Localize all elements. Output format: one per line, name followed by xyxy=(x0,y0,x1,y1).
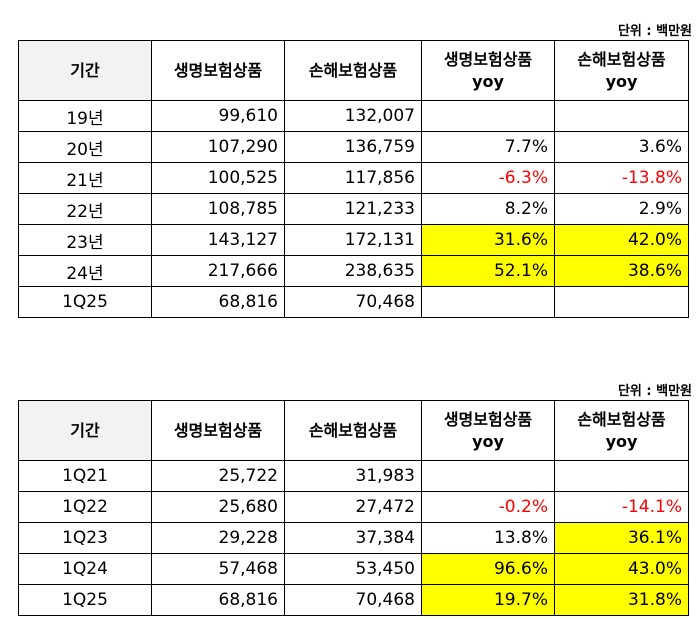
life-cell: 99,610 xyxy=(151,100,285,132)
header-life: 생명보험상품 xyxy=(151,400,285,461)
table-row: 1Q25 68,816 70,468 xyxy=(18,286,689,318)
header-nonlife-yoy: 손해보험상품 yoy xyxy=(554,40,689,101)
life-yoy-cell: 52.1% xyxy=(421,255,555,287)
nonlife-cell: 53,450 xyxy=(284,553,422,585)
period-cell: 1Q22 xyxy=(18,491,152,523)
life-yoy-cell xyxy=(421,100,555,132)
life-cell: 68,816 xyxy=(151,286,285,318)
period-cell: 1Q24 xyxy=(18,553,152,585)
life-cell: 108,785 xyxy=(151,193,285,225)
header-life-yoy: 생명보험상품 yoy xyxy=(421,40,555,101)
header-life: 생명보험상품 xyxy=(151,40,285,101)
nonlife-cell: 238,635 xyxy=(284,255,422,287)
life-cell: 217,666 xyxy=(151,255,285,287)
nonlife-yoy-cell: -13.8% xyxy=(554,162,689,194)
nonlife-yoy-cell: 42.0% xyxy=(554,224,689,256)
life-yoy-cell: 31.6% xyxy=(421,224,555,256)
table-row: 20년 107,290 136,759 7.7% 3.6% xyxy=(18,131,689,163)
unit-label-2: 단위 : 백만원 xyxy=(617,384,692,399)
nonlife-cell: 172,131 xyxy=(284,224,422,256)
header-nonlife-yoy: 손해보험상품 yoy xyxy=(554,400,689,461)
period-cell: 1Q25 xyxy=(18,286,152,318)
nonlife-yoy-cell xyxy=(554,100,689,132)
header-period: 기간 xyxy=(18,400,152,461)
life-cell: 107,290 xyxy=(151,131,285,163)
table-row: 22년 108,785 121,233 8.2% 2.9% xyxy=(18,193,689,225)
life-yoy-cell: 13.8% xyxy=(421,522,555,554)
life-yoy-cell: -6.3% xyxy=(421,162,555,194)
nonlife-yoy-cell: 43.0% xyxy=(554,553,689,585)
nonlife-yoy-cell xyxy=(554,460,689,492)
nonlife-cell: 121,233 xyxy=(284,193,422,225)
nonlife-cell: 70,468 xyxy=(284,584,422,616)
nonlife-yoy-cell: 31.8% xyxy=(554,584,689,616)
table-row: 24년 217,666 238,635 52.1% 38.6% xyxy=(18,255,689,287)
table-row: 1Q23 29,228 37,384 13.8% 36.1% xyxy=(18,522,689,554)
period-cell: 22년 xyxy=(18,193,152,225)
header-period: 기간 xyxy=(18,40,152,101)
nonlife-yoy-cell xyxy=(554,286,689,318)
nonlife-cell: 117,856 xyxy=(284,162,422,194)
nonlife-cell: 132,007 xyxy=(284,100,422,132)
life-yoy-cell xyxy=(421,286,555,318)
nonlife-yoy-cell: 3.6% xyxy=(554,131,689,163)
nonlife-cell: 27,472 xyxy=(284,491,422,523)
table-row: 1Q24 57,468 53,450 96.6% 43.0% xyxy=(18,553,689,585)
header-life-yoy: 생명보험상품 yoy xyxy=(421,400,555,461)
life-cell: 68,816 xyxy=(151,584,285,616)
unit-label-1: 단위 : 백만원 xyxy=(617,24,692,39)
life-cell: 25,722 xyxy=(151,460,285,492)
period-cell: 19년 xyxy=(18,100,152,132)
nonlife-cell: 37,384 xyxy=(284,522,422,554)
period-cell: 1Q23 xyxy=(18,522,152,554)
life-cell: 143,127 xyxy=(151,224,285,256)
nonlife-yoy-cell: 38.6% xyxy=(554,255,689,287)
life-cell: 100,525 xyxy=(151,162,285,194)
life-cell: 57,468 xyxy=(151,553,285,585)
nonlife-cell: 31,983 xyxy=(284,460,422,492)
nonlife-cell: 136,759 xyxy=(284,131,422,163)
period-cell: 20년 xyxy=(18,131,152,163)
life-yoy-cell: 19.7% xyxy=(421,584,555,616)
life-yoy-cell: 7.7% xyxy=(421,131,555,163)
life-cell: 29,228 xyxy=(151,522,285,554)
period-cell: 1Q25 xyxy=(18,584,152,616)
period-cell: 21년 xyxy=(18,162,152,194)
annual-table: 기간 생명보험상품 손해보험상품 생명보험상품 yoy 손해보험상품 yoy 1… xyxy=(18,40,689,318)
header-nonlife: 손해보험상품 xyxy=(284,40,422,101)
table-row: 1Q25 68,816 70,468 19.7% 31.8% xyxy=(18,584,689,616)
table-row: 1Q21 25,722 31,983 xyxy=(18,460,689,492)
life-yoy-cell: -0.2% xyxy=(421,491,555,523)
period-cell: 24년 xyxy=(18,255,152,287)
table-row: 21년 100,525 117,856 -6.3% -13.8% xyxy=(18,162,689,194)
table-row: 19년 99,610 132,007 xyxy=(18,100,689,132)
period-cell: 23년 xyxy=(18,224,152,256)
q1-table: 기간 생명보험상품 손해보험상품 생명보험상품 yoy 손해보험상품 yoy 1… xyxy=(18,400,689,616)
table-row: 23년 143,127 172,131 31.6% 42.0% xyxy=(18,224,689,256)
life-cell: 25,680 xyxy=(151,491,285,523)
nonlife-yoy-cell: -14.1% xyxy=(554,491,689,523)
nonlife-yoy-cell: 36.1% xyxy=(554,522,689,554)
nonlife-cell: 70,468 xyxy=(284,286,422,318)
nonlife-yoy-cell: 2.9% xyxy=(554,193,689,225)
header-nonlife: 손해보험상품 xyxy=(284,400,422,461)
life-yoy-cell xyxy=(421,460,555,492)
period-cell: 1Q21 xyxy=(18,460,152,492)
table-row: 1Q22 25,680 27,472 -0.2% -14.1% xyxy=(18,491,689,523)
life-yoy-cell: 96.6% xyxy=(421,553,555,585)
life-yoy-cell: 8.2% xyxy=(421,193,555,225)
